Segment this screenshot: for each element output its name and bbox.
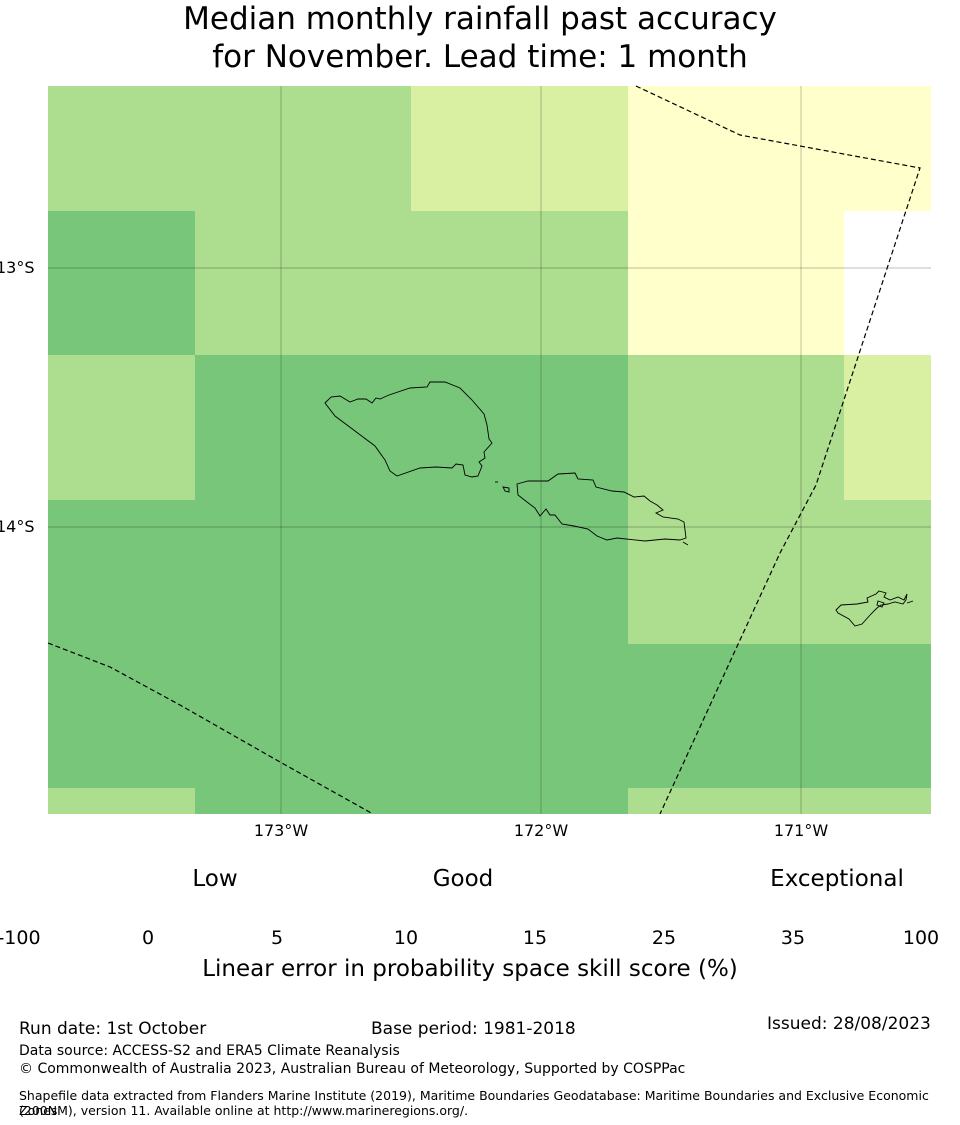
lon-label-172w: 172°W <box>513 821 569 840</box>
title-line-2: for November. Lead time: 1 month <box>212 39 748 75</box>
data-source: Data source: ACCESS-S2 and ERA5 Climate … <box>19 1043 400 1059</box>
islet-tutuila-east <box>906 600 914 604</box>
skill-map <box>47 85 931 815</box>
skill-cell <box>48 788 195 814</box>
skill-cell <box>411 86 628 211</box>
island-savaii <box>324 381 493 478</box>
island-tutuila <box>835 590 908 627</box>
colorbar-tick: -100 <box>0 927 41 949</box>
skill-cell <box>628 500 931 644</box>
title-line-1: Median monthly rainfall past accuracy <box>183 1 777 37</box>
graticule <box>48 86 931 814</box>
skill-cell <box>628 644 931 788</box>
islet-nuulua <box>682 541 689 546</box>
skill-cell <box>844 355 931 500</box>
skill-cells <box>48 86 931 814</box>
eez-boundary-southwest <box>47 642 374 815</box>
skill-cell <box>48 500 195 644</box>
lat-label-13s: 13°S <box>0 258 35 277</box>
issued-date: Issued: 28/08/2023 <box>767 1014 931 1034</box>
colorbar-tick: 100 <box>902 927 940 949</box>
islet-manono <box>502 486 510 493</box>
shapefile-credit-line-2: (200NM), version 11. Available online at… <box>19 1103 469 1118</box>
eez-boundary-east <box>635 85 921 815</box>
lon-label-173w: 173°W <box>253 821 309 840</box>
skill-cell <box>48 211 195 355</box>
skill-cell <box>195 500 628 644</box>
colorbar-tick: 10 <box>393 927 419 949</box>
skill-cell <box>628 788 931 814</box>
base-period: Base period: 1981-2018 <box>371 1019 576 1039</box>
category-good: Good <box>432 866 494 892</box>
copyright: © Commonwealth of Australia 2023, Austra… <box>19 1061 686 1077</box>
colorbar-title: Linear error in probability space skill … <box>202 956 738 982</box>
category-low: Low <box>192 866 238 892</box>
skill-cell <box>628 355 844 500</box>
coastlines <box>324 381 914 627</box>
map-title: Median monthly rainfall past accuracy fo… <box>0 0 960 76</box>
colorbar-tick: 0 <box>141 927 155 949</box>
island-upolu <box>516 472 687 542</box>
colorbar-tick: 25 <box>651 927 677 949</box>
colorbar-tick: 15 <box>522 927 548 949</box>
skill-cell <box>195 644 628 788</box>
eez-boundaries <box>47 85 921 815</box>
category-exceptional: Exceptional <box>770 866 904 892</box>
skill-cell <box>195 788 628 814</box>
skill-cell <box>48 86 411 211</box>
islet-aunuu <box>876 600 885 608</box>
run-date: Run date: 1st October <box>19 1019 207 1039</box>
skill-cell <box>195 211 628 355</box>
lon-label-171w: 171°W <box>773 821 829 840</box>
skill-cell <box>628 86 931 211</box>
skill-cell <box>48 644 195 788</box>
shapefile-credit-line-1: Shapefile data extracted from Flanders M… <box>19 1088 929 1118</box>
colorbar-tick: 35 <box>780 927 806 949</box>
skill-cell <box>48 355 195 500</box>
skill-cell <box>195 355 628 500</box>
skill-cell <box>628 211 844 355</box>
colorbar-tick: 5 <box>270 927 284 949</box>
lat-label-14s: 14°S <box>0 517 35 536</box>
